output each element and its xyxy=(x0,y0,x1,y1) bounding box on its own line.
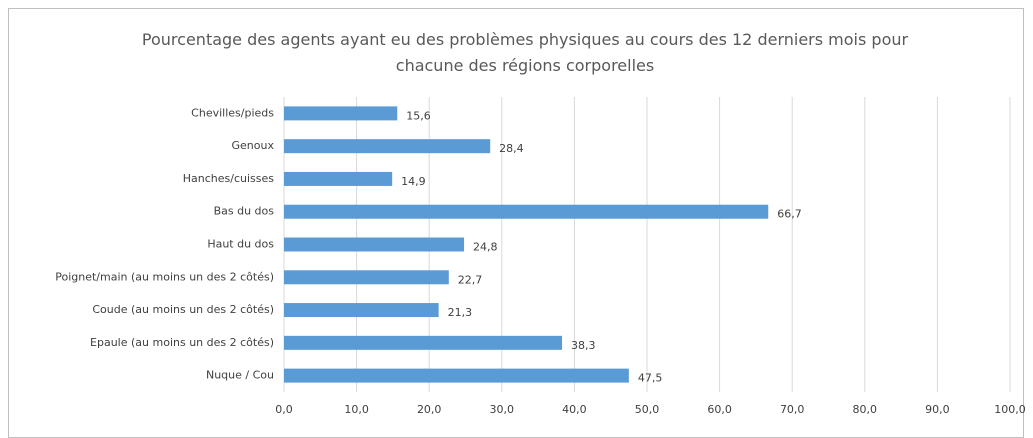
x-tick-label: 90,0 xyxy=(925,403,950,416)
y-tick-label: Chevilles/pieds xyxy=(191,106,274,119)
x-tick-label: 30,0 xyxy=(490,403,515,416)
data-label: 22,7 xyxy=(458,273,483,286)
y-tick-label: Haut du dos xyxy=(207,238,274,251)
x-tick-label: 50,0 xyxy=(635,403,660,416)
chart: 0,0 10,0 20,0 30,0 40,0 50,0 60,0 70,0 80,0 90,0 1… xyxy=(55,97,1026,416)
x-tick-label: 70,0 xyxy=(780,403,805,416)
data-label: 24,8 xyxy=(473,241,498,254)
x-tick-label: 80,0 xyxy=(853,403,878,416)
chart-title: Pourcentage des agents ayant eu des prob… xyxy=(141,30,909,75)
bar xyxy=(284,303,439,318)
y-tick-label: Bas du dos xyxy=(214,205,275,218)
bar xyxy=(284,368,629,383)
data-label: 14,9 xyxy=(401,175,426,188)
bar xyxy=(284,106,398,121)
x-tick-label: 0,0 xyxy=(275,403,293,416)
x-tick-label: 40,0 xyxy=(562,403,587,416)
page: Pourcentage des agents ayant eu des prob… xyxy=(8,8,1026,438)
data-label: 15,6 xyxy=(406,109,431,122)
y-tick-label: Epaule (au moins un des 2 côtés) xyxy=(90,336,274,349)
data-label: 66,7 xyxy=(777,208,802,221)
bar xyxy=(284,270,449,285)
data-label: 38,3 xyxy=(571,339,596,352)
y-tick-label: Hanches/cuisses xyxy=(183,172,275,185)
bar xyxy=(284,204,769,219)
y-tick-label: Poignet/main (au moins un des 2 côtés) xyxy=(55,270,274,283)
y-tick-label: Nuque / Cou xyxy=(206,369,274,382)
bar xyxy=(284,171,393,186)
bar xyxy=(284,237,465,252)
x-tick-label: 60,0 xyxy=(707,403,732,416)
x-tick-label: 100,0 xyxy=(994,403,1026,416)
data-label: 47,5 xyxy=(638,372,663,385)
y-tick-label: Coude (au moins un des 2 côtés) xyxy=(92,303,274,316)
x-tick-label: 10,0 xyxy=(344,403,369,416)
x-tick-label: 20,0 xyxy=(417,403,442,416)
data-label: 21,3 xyxy=(448,306,473,319)
y-tick-label: Genoux xyxy=(232,139,275,152)
bar xyxy=(284,139,491,154)
bar xyxy=(284,335,563,350)
data-label: 28,4 xyxy=(499,142,523,155)
